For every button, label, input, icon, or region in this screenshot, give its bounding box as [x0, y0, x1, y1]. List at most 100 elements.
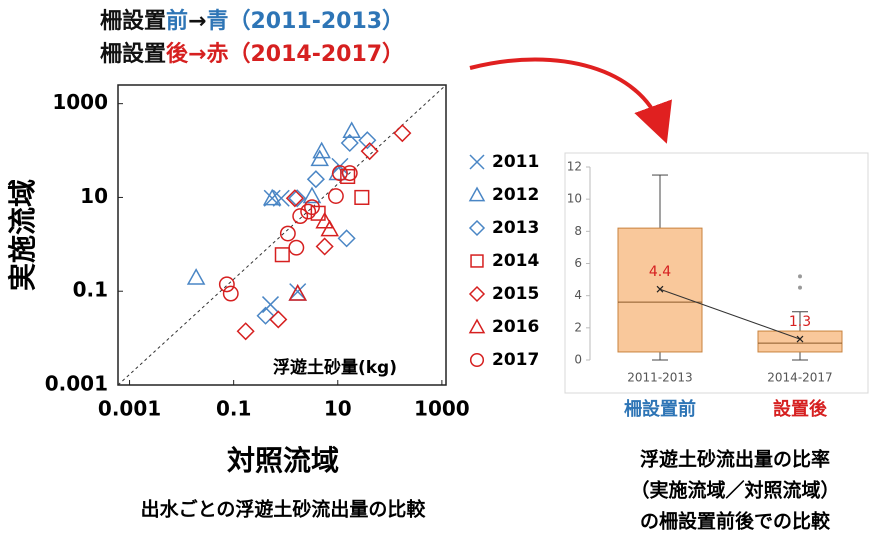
mean-marker: [796, 335, 804, 343]
point: [288, 189, 307, 208]
header-segment: 柵設置: [100, 41, 166, 67]
legend-marker: [470, 254, 484, 268]
point: [360, 142, 379, 161]
y-tick-label: 6: [574, 256, 582, 270]
point: [304, 199, 320, 216]
header-line: 柵設置前→青（2011-2013）: [100, 8, 404, 34]
mean-line: [659, 288, 801, 340]
plot-frame: [117, 84, 447, 386]
mean-marker: [656, 285, 664, 293]
legend-label: 2012: [492, 185, 539, 205]
one-to-one-line: [117, 84, 447, 386]
caption: （実施流域／対照流域）: [630, 479, 839, 502]
legend-label: 2017: [492, 350, 539, 370]
point: [342, 121, 361, 139]
y-tick-label: 0.1: [73, 278, 108, 302]
point: [312, 141, 331, 159]
point: [236, 322, 255, 341]
point: [331, 165, 348, 182]
caption: 浮遊土砂流出量の比率: [640, 448, 830, 471]
legend-marker: [469, 352, 485, 368]
x-axis-label: 対照流域: [227, 444, 339, 477]
category-label: 2014-2017: [767, 371, 832, 385]
y-tick-label: 10: [567, 192, 582, 206]
y-tick-label: 12: [567, 160, 582, 174]
box-frame: [564, 152, 869, 394]
point: [274, 247, 290, 263]
point: [354, 189, 370, 205]
legend-label: 2016: [492, 317, 539, 337]
point: [218, 276, 235, 293]
point: [262, 188, 282, 206]
group-label: 柵設置前: [624, 398, 696, 420]
point: [315, 237, 334, 256]
header-segment: →: [188, 9, 206, 34]
y-tick-label: 10: [80, 184, 108, 208]
legend-marker: [469, 154, 485, 170]
point: [341, 165, 358, 182]
arrow: [469, 57, 672, 144]
y-tick-label: 0.001: [45, 372, 108, 396]
outlier: [798, 274, 802, 279]
x-tick-label: 1000: [414, 397, 470, 421]
point: [279, 225, 296, 242]
point: [306, 170, 325, 189]
legend-marker: [468, 186, 486, 202]
point: [263, 189, 281, 207]
point: [358, 131, 377, 150]
point: [285, 189, 304, 208]
point: [272, 189, 290, 207]
point: [292, 208, 309, 225]
category-label: 2011-2013: [627, 371, 692, 385]
mean-label: 1.3: [789, 314, 811, 330]
point: [300, 203, 317, 220]
point: [310, 205, 326, 221]
header-segment: 後: [166, 41, 189, 67]
x-tick-label: 0.001: [98, 397, 161, 421]
x-tick-label: 10: [324, 397, 352, 421]
point: [289, 283, 307, 301]
y-tick-label: 8: [574, 224, 582, 238]
legend-label: 2013: [492, 218, 539, 238]
point: [261, 296, 280, 314]
header-segment: 柵設置: [100, 8, 166, 34]
legend-label: 2014: [492, 251, 539, 271]
y-tick-label: 2: [574, 320, 582, 334]
point: [288, 284, 307, 301]
y-tick-label: 4: [574, 288, 582, 302]
point: [327, 188, 344, 205]
legend-marker: [468, 219, 486, 237]
header-line: 柵設置後→赤（2014-2017）: [100, 41, 404, 67]
outlier: [798, 285, 802, 290]
y-axis-label: 実施流域: [6, 179, 39, 291]
legend-label: 2011: [492, 152, 539, 172]
header-segment: →: [188, 42, 206, 67]
header-segment: 青（2011-2013）: [206, 9, 404, 34]
point: [337, 229, 356, 248]
point: [340, 168, 356, 185]
point: [393, 124, 412, 143]
point: [256, 306, 275, 325]
box: [757, 330, 843, 353]
point: [222, 285, 239, 302]
y-tick-label: 0: [574, 353, 582, 367]
legend-marker: [468, 285, 486, 303]
legend-marker: [468, 318, 486, 334]
point: [302, 186, 322, 204]
point: [320, 219, 339, 237]
header-segment: 赤（2014-2017）: [206, 42, 404, 67]
point: [340, 133, 359, 153]
point: [288, 239, 305, 256]
legend-label: 2015: [492, 284, 539, 304]
annotation: 浮遊土砂量(kg): [273, 357, 397, 378]
group-label: 設置後: [773, 398, 828, 420]
caption: 出水ごとの浮遊土砂流出量の比較: [141, 498, 427, 521]
point: [315, 211, 334, 229]
mean-label: 4.4: [649, 264, 671, 280]
header-segment: 前: [166, 8, 188, 34]
caption: の柵設置前後での比較: [640, 510, 831, 533]
point: [186, 268, 206, 285]
y-tick-label: 1000: [52, 90, 108, 114]
x-tick-label: 0.1: [216, 397, 251, 421]
